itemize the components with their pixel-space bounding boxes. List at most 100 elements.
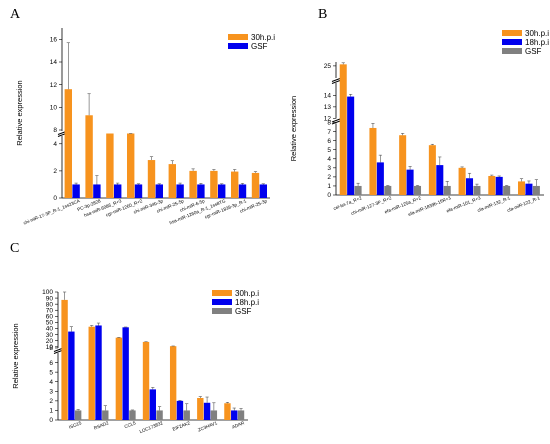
bar-gsf — [532, 185, 540, 195]
bar-gsf — [183, 410, 190, 420]
bar-gsf — [102, 410, 109, 420]
category-label: ADAR — [231, 420, 245, 430]
bar-gsf — [238, 184, 247, 198]
legend-swatch — [502, 39, 522, 45]
y-tick-label: 4 — [53, 141, 57, 148]
bar-18hpi — [376, 162, 384, 195]
bar-18hpi — [122, 327, 129, 420]
bar-18hpi — [406, 169, 414, 195]
bar-30hpi — [169, 346, 177, 420]
category-label: RSAD2 — [93, 420, 109, 431]
y-tick-label: 40 — [46, 326, 54, 333]
legend-label: GSF — [525, 47, 542, 56]
legend-swatch — [212, 308, 232, 314]
bar-30hpi — [64, 89, 72, 198]
axis-break-mark — [331, 118, 341, 123]
legend-swatch — [212, 299, 232, 305]
bar-30hpi — [251, 172, 260, 198]
bar-gsf — [473, 185, 481, 195]
bar-30hpi — [458, 167, 466, 195]
bar-18hpi — [495, 176, 503, 195]
y-tick-label: 2 — [53, 168, 57, 175]
y-tick-label: 30 — [46, 332, 54, 339]
bar-30hpi — [115, 337, 123, 420]
y-tick-label: 0 — [49, 417, 53, 424]
panel-label: B — [318, 7, 327, 22]
y-tick-label: 5 — [49, 369, 53, 376]
bar-18hpi — [95, 325, 102, 420]
bar-30hpi — [189, 170, 197, 198]
bar-gsf — [114, 184, 122, 198]
y-tick-label: 8 — [327, 120, 331, 127]
chart-panel-a: A 0 2 4 8 10 12 14 16 Relative expression chi-miR-… — [10, 7, 275, 226]
y-tick-label: 3 — [49, 388, 53, 395]
bar-gsf — [384, 185, 392, 195]
legend-swatch — [212, 290, 232, 296]
bar-18hpi — [466, 178, 474, 195]
y-tick-label: 8 — [49, 345, 53, 352]
y-axis-label: Relative expression — [289, 96, 298, 161]
y-tick-label: 100 — [42, 289, 53, 296]
bar-gsf — [354, 185, 362, 195]
y-tick-label: 1 — [49, 408, 53, 415]
bar-30hpi — [168, 164, 176, 198]
y-tick-label: 25 — [324, 63, 332, 70]
bar-30hpi — [488, 175, 496, 195]
y-tick-label: 10 — [50, 105, 58, 112]
bar-18hpi — [525, 183, 533, 195]
bar-30hpi — [147, 160, 156, 198]
bar-30hpi — [197, 397, 204, 420]
bar-gsf — [414, 185, 422, 195]
bar-18hpi — [149, 389, 156, 420]
category-label: ISG15 — [68, 420, 82, 430]
y-tick-label: 12 — [324, 115, 332, 122]
bar-30hpi — [231, 171, 239, 198]
y-tick-label: 14 — [50, 59, 58, 66]
axis-break-mark — [331, 78, 341, 82]
bar-30hpi — [61, 299, 68, 420]
bar-30hpi — [369, 127, 377, 195]
bar-30hpi — [339, 64, 347, 195]
category-label: CCL5 — [124, 420, 137, 429]
bar-30hpi — [224, 403, 231, 420]
bar-gsf — [197, 184, 205, 198]
y-tick-label: 90 — [46, 295, 54, 302]
bar-18hpi — [68, 331, 75, 420]
bar-gsf — [503, 185, 511, 195]
category-label: ZC3HAV1 — [197, 420, 218, 432]
bar-gsf — [210, 410, 218, 420]
y-tick-label: 1 — [327, 183, 331, 190]
legend-label: GSF — [251, 42, 268, 51]
legend-swatch — [502, 30, 522, 36]
category-label: cfa-miR-122_R-1 — [506, 195, 541, 213]
y-axis-label: Relative expression — [15, 80, 24, 145]
axis-break-mark — [331, 80, 341, 84]
axis-break-mark — [53, 348, 63, 352]
y-tick-label: 10 — [46, 344, 54, 351]
y-tick-label: 5 — [327, 147, 331, 154]
legend-label: 30h.p.i — [235, 289, 259, 298]
bar-gsf — [93, 184, 101, 198]
y-tick-label: 4 — [49, 379, 53, 386]
legend-label: 18h.p.i — [235, 298, 259, 307]
bar-gsf — [134, 184, 143, 198]
bar-gsf — [155, 184, 163, 198]
bar-gsf — [156, 410, 163, 420]
bar-gsf — [72, 184, 80, 198]
y-tick-label: 0 — [53, 195, 57, 202]
y-tick-label: 7 — [327, 129, 331, 136]
y-tick-label: 8 — [53, 127, 57, 134]
bar-30hpi — [210, 170, 218, 198]
bar-30hpi — [127, 133, 135, 198]
legend-label: 30h.p.i — [251, 33, 275, 42]
bar-18hpi — [203, 402, 211, 420]
y-tick-label: 70 — [46, 307, 54, 314]
bar-gsf — [176, 184, 184, 198]
y-tick-label: 2 — [327, 174, 331, 181]
bar-30hpi — [88, 326, 95, 420]
bar-gsf — [218, 184, 226, 198]
y-tick-label: 4 — [327, 156, 331, 163]
bar-30hpi — [142, 341, 150, 420]
